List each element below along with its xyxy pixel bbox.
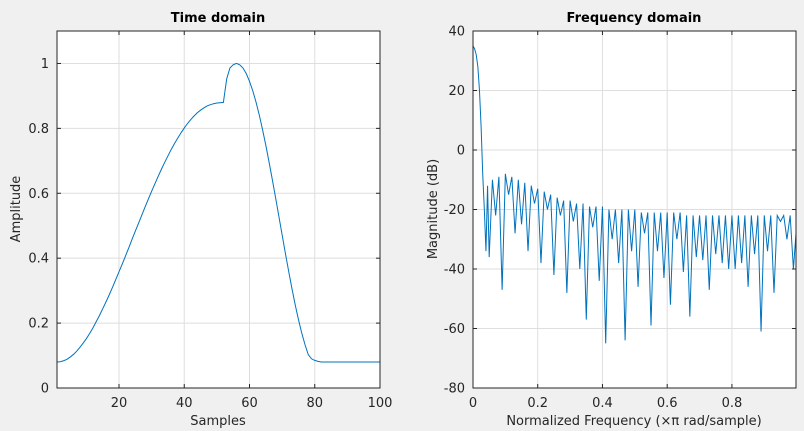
frequency-domain-xtick-label: 0	[469, 396, 477, 411]
frequency-domain-ytick-label: -80	[444, 382, 465, 397]
frequency-domain-xlabel: Normalized Frequency (×π rad/sample)	[506, 414, 761, 429]
frequency-domain-ytick-label: 20	[448, 84, 465, 99]
time-domain-xtick-label: 20	[111, 396, 128, 411]
frequency-domain-grid	[473, 31, 796, 388]
frequency-domain-ytick-label: 0	[457, 144, 465, 159]
time-domain-ytick-label: 1	[41, 57, 49, 72]
time-domain-ytick-label: 0.6	[28, 187, 49, 202]
time-domain-series	[56, 62, 380, 363]
time-domain-ytick-label: 0	[41, 382, 49, 397]
time-domain-grid	[57, 31, 380, 388]
frequency-domain-series	[472, 45, 797, 344]
time-domain-xtick-label: 40	[176, 396, 193, 411]
frequency-domain-ytick-label: -20	[444, 203, 465, 218]
time-domain-xlabel: Samples	[190, 414, 246, 429]
time-domain-ytick-label: 0.4	[28, 252, 49, 267]
time-domain-xtick-label: 60	[241, 396, 258, 411]
frequency-domain-xtick-label: 0.2	[527, 396, 548, 411]
frequency-domain-ytick-label: -60	[444, 322, 465, 337]
time-domain-xtick-label: 100	[368, 396, 393, 411]
time-domain-title: Time domain	[171, 11, 265, 26]
frequency-domain-title: Frequency domain	[567, 11, 702, 26]
time-domain-ytick-label: 0.2	[28, 317, 49, 332]
time-domain-frame	[56, 30, 381, 389]
time-domain-plot-area	[57, 31, 380, 388]
frequency-domain-ticks: 0 0.2 0.4 0.6 0.8 -80 -60 -40 -20 0 20 40	[444, 25, 796, 411]
time-domain-axes: 20 40 60 80 100 0 0.2 0.4 0.6 0.8 1 Time domain Sa…	[9, 11, 392, 429]
frequency-domain-ytick-label: -40	[444, 263, 465, 278]
frequency-domain-xtick-label: 0.6	[657, 396, 678, 411]
time-domain-ylabel: Amplitude	[9, 176, 24, 243]
frequency-domain-ylabel: Magnitude (dB)	[426, 159, 441, 259]
time-domain-ticks: 20 40 60 80 100 0 0.2 0.4 0.6 0.8 1	[28, 31, 392, 411]
time-domain-ytick-label: 0.8	[28, 122, 49, 137]
frequency-domain-axes: 0 0.2 0.4 0.6 0.8 -80 -60 -40 -20 0 20 40 Frequency…	[426, 11, 797, 429]
time-domain-xtick-label: 80	[306, 396, 323, 411]
frequency-domain-xtick-label: 0.4	[592, 396, 613, 411]
frequency-domain-ytick-label: 40	[448, 25, 465, 40]
frequency-domain-xtick-label: 0.8	[722, 396, 743, 411]
